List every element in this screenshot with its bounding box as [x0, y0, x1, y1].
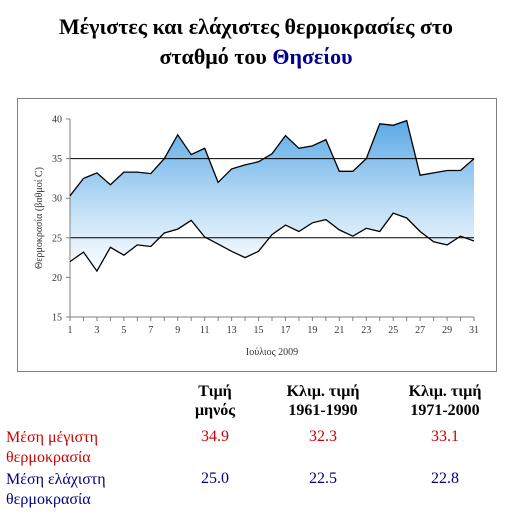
y-tick-label-30: 30 [52, 194, 62, 205]
row-label-mean-min-line2: θερμοκρασία [6, 491, 91, 508]
row-label-mean-min: Μέση ελάχιστη θερμοκρασία [6, 470, 186, 510]
chart-frame: 15 20 25 30 35 40 1 3 5 7 9 11 13 15 17 19 21 23 25 27 29 31 Ι… [17, 98, 497, 372]
x-tick-label-19: 19 [307, 325, 317, 336]
header-clim-1971-line2: 1971-2000 [410, 402, 480, 419]
x-tick-label-15: 15 [254, 325, 264, 336]
station-name: Θησείου [272, 44, 353, 69]
value-mean-min-1961: 22.5 [309, 470, 337, 487]
x-tick-label-21: 21 [334, 325, 344, 336]
row-label-mean-max-line2: θερμοκρασία [6, 449, 91, 466]
x-tick-label-23: 23 [361, 325, 371, 336]
x-tick-label-5: 5 [121, 325, 126, 336]
x-tick-label-1: 1 [68, 325, 73, 336]
x-tick-label-9: 9 [175, 325, 180, 336]
x-tick-label-17: 17 [280, 325, 290, 336]
y-tick-label-35: 35 [52, 154, 62, 165]
title-prefix: σταθμό του [159, 44, 273, 69]
value-mean-min-1971: 22.8 [431, 470, 459, 487]
value-mean-max-1971: 33.1 [431, 428, 459, 445]
x-tick-label-31: 31 [469, 325, 479, 336]
x-tick-label-13: 13 [227, 325, 237, 336]
x-tick-label-27: 27 [415, 325, 425, 336]
header-clim-1971: Κλιμ. τιμή 1971-2000 [385, 382, 505, 420]
chart-title-line2: σταθμό του Θησείου [0, 44, 512, 70]
header-clim-1961-line1: Κλιμ. τιμή [286, 383, 360, 400]
x-tick-label-25: 25 [388, 325, 398, 336]
y-tick-label-20: 20 [52, 273, 62, 284]
value-mean-max-1961: 32.3 [309, 428, 337, 445]
header-month-line1: Τιμή [198, 383, 232, 400]
header-clim-1961: Κλιμ. τιμή 1961-1990 [263, 382, 383, 420]
row-label-mean-max: Μέση μέγιστη θερμοκρασία [6, 428, 186, 468]
x-tick-label-29: 29 [442, 325, 452, 336]
series-line-1 [69, 212, 475, 273]
x-tick-label-11: 11 [200, 325, 210, 336]
x-tick-label-3: 3 [94, 325, 99, 336]
row-label-mean-min-line1: Μέση ελάχιστη [6, 471, 106, 488]
band-area [70, 120, 474, 272]
row-label-mean-max-line1: Μέση μέγιστη [6, 429, 99, 446]
series-line-0 [69, 119, 475, 197]
value-mean-min-month: 25.0 [201, 470, 229, 487]
header-clim-1961-line2: 1961-1990 [288, 402, 358, 419]
header-month-value: Τιμή μηνός [175, 382, 255, 420]
y-tick-label-25: 25 [52, 233, 62, 244]
value-mean-max-month: 34.9 [201, 428, 229, 445]
y-axis-title: Θερμοκρασία (βαθμοί C) [34, 167, 45, 269]
y-tick-label-40: 40 [52, 115, 62, 126]
x-axis-title: Ιούλιος 2009 [246, 347, 298, 358]
y-tick-label-15: 15 [52, 313, 62, 324]
x-tick-label-7: 7 [148, 325, 153, 336]
chart-title-line1: Μέγιστες και ελάχιστες θερμοκρασίες στο [59, 14, 453, 39]
header-month-line2: μηνός [194, 402, 236, 419]
header-clim-1971-line1: Κλιμ. τιμή [408, 383, 482, 400]
